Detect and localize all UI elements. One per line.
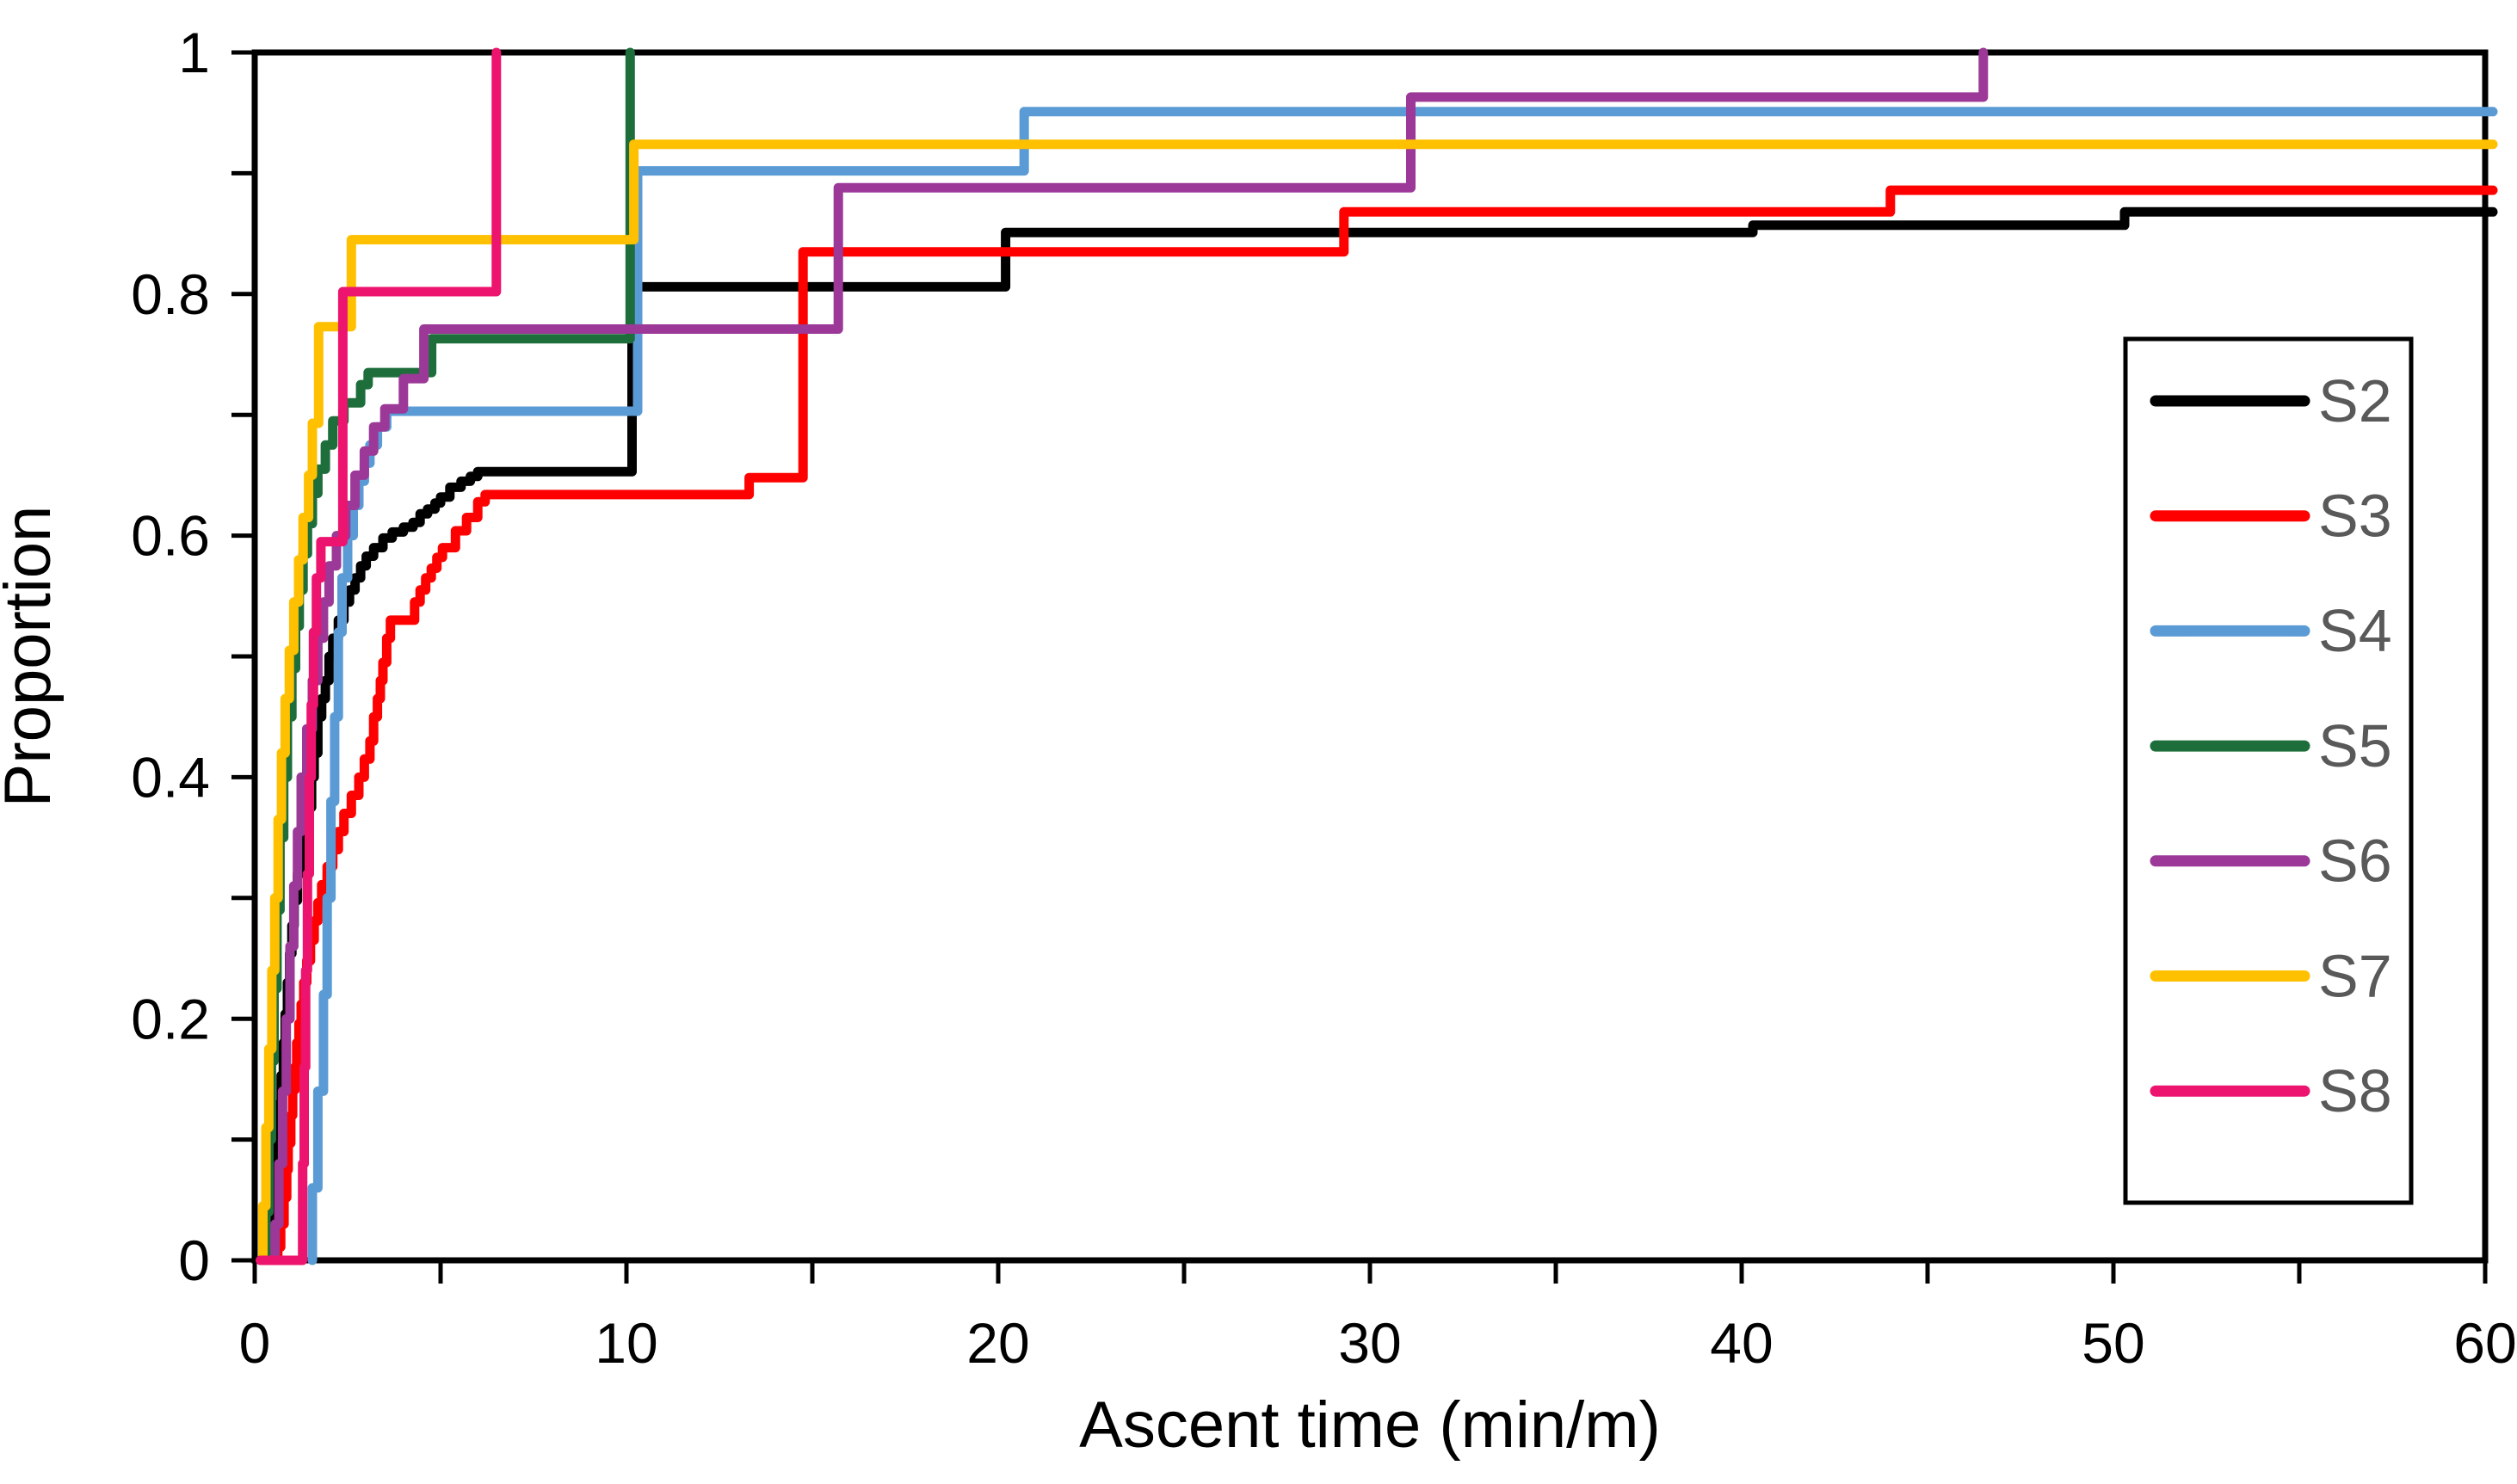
legend-box [2123, 336, 2414, 1205]
series-line-S3 [273, 185, 2498, 1265]
legend-item-S6: S6 [2150, 828, 2392, 895]
y-axis-title: Proportion [0, 506, 65, 808]
x-tick-label: 20 [966, 1311, 1029, 1375]
y-tick-label: 0.8 [131, 262, 210, 326]
y-tick-label: 1 [178, 21, 210, 84]
legend-label: S5 [2318, 712, 2392, 779]
legend-item-S5: S5 [2150, 712, 2392, 779]
x-tick-label: 10 [595, 1311, 657, 1375]
y-tick-labels: 0 0.2 0.4 0.6 0.8 1 [131, 21, 210, 1292]
y-tick-label: 0.2 [131, 987, 210, 1050]
axis-ticks [231, 50, 2488, 1284]
series-lines [256, 47, 2498, 1265]
y-tick-label: 0 [178, 1228, 210, 1292]
x-tick-label: 60 [2453, 1311, 2516, 1375]
legend-label: S7 [2318, 942, 2392, 1009]
legend-item-S3: S3 [2150, 483, 2392, 550]
x-tick-label: 40 [1710, 1311, 1773, 1375]
legend-item-S2: S2 [2150, 367, 2392, 434]
legend-item-S4: S4 [2150, 597, 2392, 664]
x-tick-labels: 0 10 20 30 40 50 60 [239, 1311, 2517, 1375]
x-tick-label: 50 [2082, 1311, 2144, 1375]
legend-label: S6 [2318, 828, 2392, 895]
series-line-S8 [256, 47, 502, 1265]
legend-label: S8 [2318, 1057, 2392, 1124]
y-tick-label: 0.6 [131, 504, 210, 568]
x-axis-title: Ascent time (min/m) [1079, 1389, 1661, 1462]
x-tick-label: 0 [239, 1311, 271, 1375]
y-tick-label: 0.4 [131, 746, 210, 810]
legend-label: S2 [2318, 367, 2392, 434]
legend-label: S3 [2318, 483, 2392, 550]
series-line-S6 [270, 47, 1989, 1265]
legend-item-S8: S8 [2150, 1057, 2392, 1124]
legend: S2 S3 S4 S5 S6 S7 S8 [2123, 336, 2414, 1205]
series-line-S7 [258, 139, 2498, 1265]
x-tick-label: 30 [1338, 1311, 1401, 1375]
legend-label: S4 [2318, 597, 2392, 664]
legend-item-S7: S7 [2150, 942, 2392, 1009]
